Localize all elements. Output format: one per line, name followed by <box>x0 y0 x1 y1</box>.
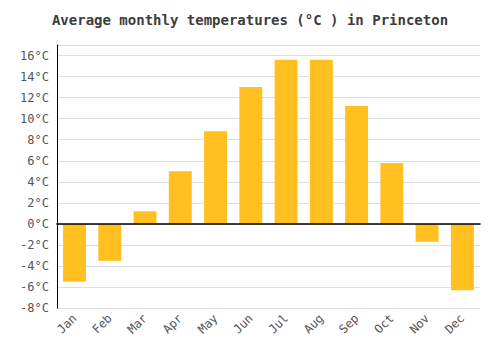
svg-text:Jul: Jul <box>266 311 291 336</box>
svg-text:Oct: Oct <box>372 311 397 336</box>
svg-text:Aug: Aug <box>301 311 326 336</box>
svg-text:May: May <box>195 311 220 336</box>
svg-text:-8°C: -8°C <box>20 301 49 315</box>
svg-text:14°C: 14°C <box>20 70 49 84</box>
svg-text:Dec: Dec <box>442 311 467 336</box>
svg-text:Apr: Apr <box>160 311 185 336</box>
svg-text:16°C: 16°C <box>20 49 49 63</box>
svg-text:10°C: 10°C <box>20 112 49 126</box>
svg-text:Nov: Nov <box>407 311 432 336</box>
svg-text:2°C: 2°C <box>27 196 49 210</box>
svg-text:Jan: Jan <box>54 311 79 336</box>
svg-text:Feb: Feb <box>90 311 115 336</box>
svg-text:Mar: Mar <box>125 311 150 336</box>
svg-text:-6°C: -6°C <box>20 280 49 294</box>
svg-text:-2°C: -2°C <box>20 238 49 252</box>
svg-text:6°C: 6°C <box>27 154 49 168</box>
svg-text:Jun: Jun <box>231 311 256 336</box>
svg-text:12°C: 12°C <box>20 91 49 105</box>
svg-text:8°C: 8°C <box>27 133 49 147</box>
svg-text:Average monthly temperatures (: Average monthly temperatures (°C ) in Pr… <box>52 12 448 28</box>
svg-text:Sep: Sep <box>336 311 361 336</box>
svg-text:4°C: 4°C <box>27 175 49 189</box>
svg-text:-4°C: -4°C <box>20 259 49 273</box>
svg-text:0°C: 0°C <box>27 217 49 231</box>
